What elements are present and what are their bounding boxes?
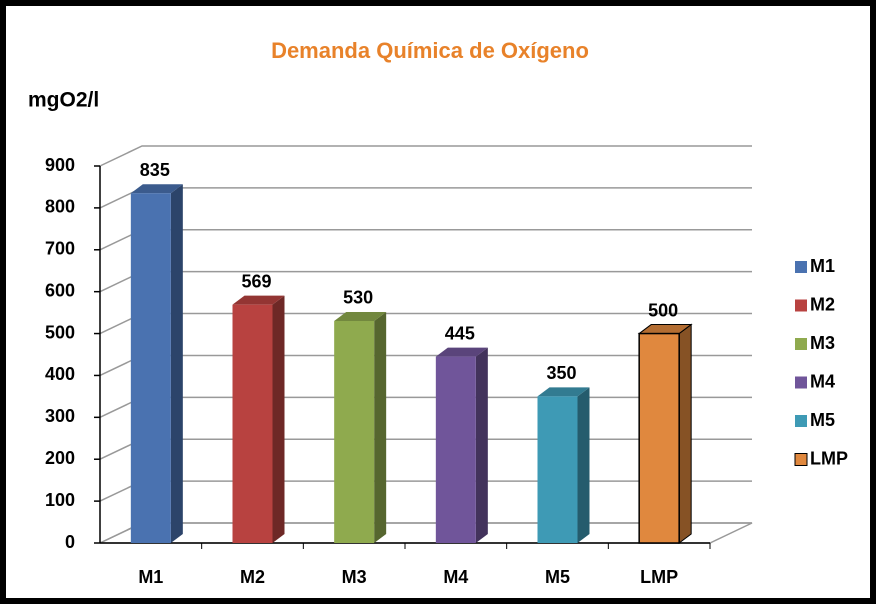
bar-side [374, 311, 387, 543]
x-tick-label: M4 [443, 567, 468, 587]
bar-top [232, 295, 285, 305]
value-label: 500 [648, 300, 678, 320]
bar-top [435, 347, 488, 357]
legend-label: M2 [810, 294, 835, 314]
value-label: 569 [241, 271, 271, 291]
chart-title: Demanda Química de Oxígeno [271, 38, 589, 63]
legend-label: M5 [810, 410, 835, 430]
legend-swatch [794, 453, 808, 466]
y-tick-label: 700 [45, 239, 75, 259]
legend-swatch [795, 415, 807, 427]
bar [638, 332, 680, 544]
bar [435, 356, 476, 543]
legend-label: LMP [810, 448, 848, 468]
legend-swatch [795, 376, 807, 389]
legend-label: M4 [810, 371, 835, 391]
y-tick-label: 100 [45, 490, 75, 510]
legend-swatch [795, 299, 807, 312]
bar [130, 193, 171, 543]
x-tick-label: M2 [240, 567, 265, 587]
bar-top [537, 387, 590, 397]
bar-side [678, 323, 692, 544]
x-tick-label: M5 [545, 567, 570, 587]
legend-swatch [795, 338, 807, 350]
bar [232, 304, 273, 543]
bar [537, 396, 578, 543]
x-tick-label: LMP [640, 567, 678, 587]
y-tick-label: 0 [65, 532, 75, 552]
bar-side [170, 184, 183, 543]
value-label: 530 [343, 288, 373, 308]
y-tick-label: 200 [45, 448, 75, 468]
legend-label: M1 [810, 256, 835, 276]
legend-swatch [795, 261, 807, 273]
y-tick-label: 500 [45, 322, 75, 342]
bar-top [130, 184, 183, 194]
y-tick-label: 600 [45, 280, 75, 300]
y-tick-label: 800 [45, 197, 75, 217]
bar-top [334, 311, 387, 321]
value-label: 445 [445, 323, 475, 343]
y-tick-label: 300 [45, 406, 75, 426]
y-tick-label: 400 [45, 364, 75, 384]
value-label: 350 [546, 363, 576, 383]
bar-side [475, 347, 488, 543]
bar [334, 320, 375, 543]
bar-side [272, 295, 285, 543]
y-tick-label: 900 [45, 155, 75, 175]
x-tick-label: M1 [138, 567, 163, 587]
x-tick-label: M3 [342, 567, 367, 587]
grid-line [99, 145, 752, 167]
bar-side [577, 387, 590, 543]
legend-label: M3 [810, 333, 835, 353]
y-axis-label: mgO2/l [28, 89, 99, 112]
value-label: 835 [140, 160, 170, 180]
